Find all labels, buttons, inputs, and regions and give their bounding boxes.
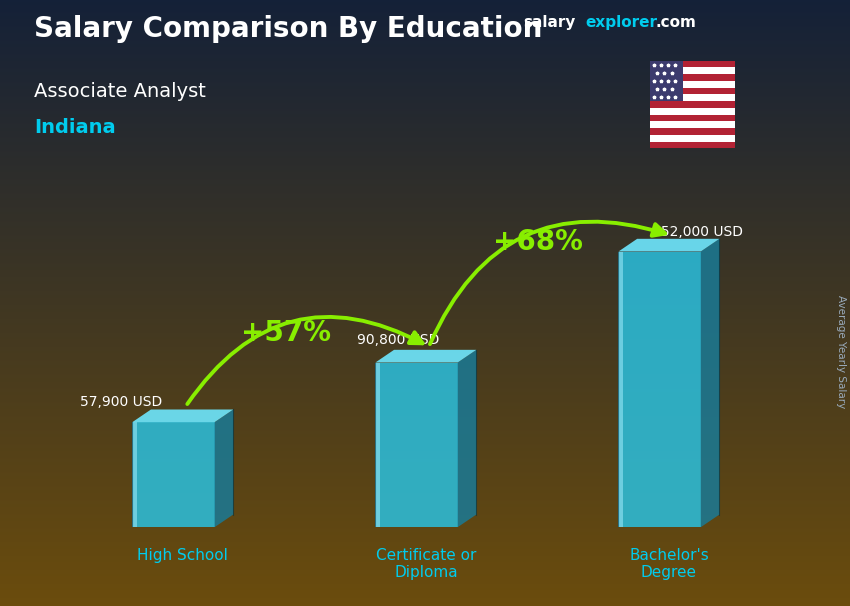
Bar <box>650 74 735 81</box>
Polygon shape <box>619 251 700 527</box>
Text: 90,800 USD: 90,800 USD <box>357 333 439 347</box>
Text: Average Yearly Salary: Average Yearly Salary <box>836 295 846 408</box>
Bar <box>650 81 735 88</box>
Text: High School: High School <box>138 548 228 563</box>
Polygon shape <box>700 239 719 527</box>
Bar <box>650 128 735 135</box>
Polygon shape <box>457 350 476 527</box>
FancyArrowPatch shape <box>430 222 666 344</box>
Text: .com: .com <box>655 15 696 30</box>
Polygon shape <box>376 362 457 527</box>
Text: Salary Comparison By Education: Salary Comparison By Education <box>34 15 542 43</box>
Polygon shape <box>619 239 719 251</box>
Text: Bachelor's
Degree: Bachelor's Degree <box>629 548 709 581</box>
Polygon shape <box>133 422 214 527</box>
Bar <box>650 135 735 142</box>
Text: 152,000 USD: 152,000 USD <box>651 225 743 239</box>
Text: +68%: +68% <box>493 228 583 256</box>
Bar <box>650 61 735 67</box>
Text: +57%: +57% <box>241 319 331 347</box>
Bar <box>650 142 735 148</box>
Bar <box>650 61 683 101</box>
Bar <box>650 115 735 121</box>
Text: Indiana: Indiana <box>34 118 116 137</box>
Bar <box>650 88 735 95</box>
Text: explorer: explorer <box>586 15 658 30</box>
Polygon shape <box>133 422 137 527</box>
Text: Certificate or
Diploma: Certificate or Diploma <box>376 548 476 581</box>
Bar <box>650 101 735 108</box>
Text: 57,900 USD: 57,900 USD <box>80 396 162 410</box>
Bar <box>650 108 735 115</box>
Bar <box>650 67 735 74</box>
Bar <box>650 95 735 101</box>
Bar <box>650 121 735 128</box>
Polygon shape <box>376 362 380 527</box>
FancyArrowPatch shape <box>187 317 422 404</box>
Text: Associate Analyst: Associate Analyst <box>34 82 206 101</box>
Polygon shape <box>133 410 233 422</box>
Polygon shape <box>619 251 623 527</box>
Text: salary: salary <box>523 15 575 30</box>
Polygon shape <box>214 410 233 527</box>
Polygon shape <box>376 350 476 362</box>
